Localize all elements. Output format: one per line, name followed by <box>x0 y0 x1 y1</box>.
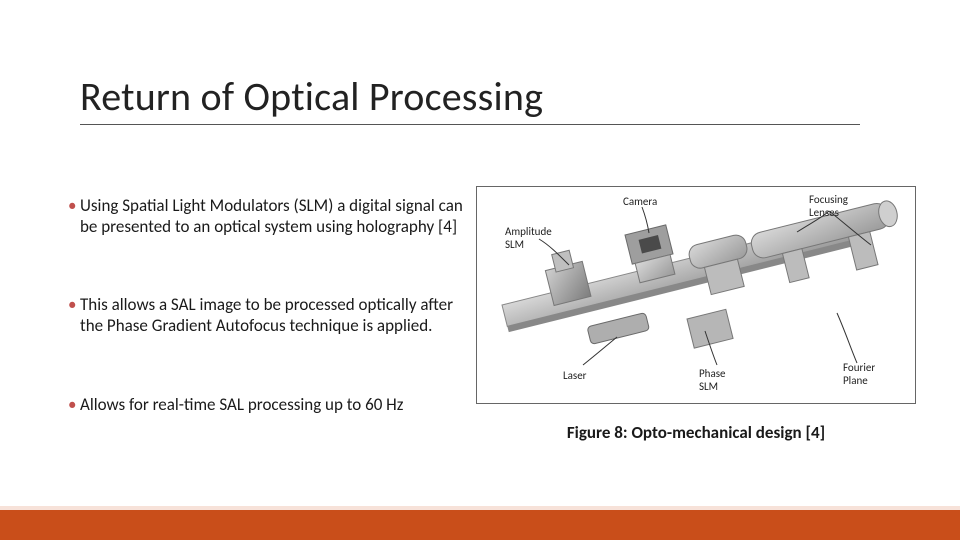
diagram-label: Camera <box>623 195 657 208</box>
slide-title: Return of Optical Processing <box>80 72 543 121</box>
diagram-label: Laser <box>563 369 587 382</box>
footer-accent-bar <box>0 510 960 540</box>
bullet-list: Using Spatial Light Modulators (SLM) a d… <box>68 196 468 474</box>
bullet-item: Using Spatial Light Modulators (SLM) a d… <box>68 196 468 237</box>
diagram-label: FourierPlane <box>843 361 875 387</box>
figure-diagram: AmplitudeSLM Camera FocusingLenses Laser… <box>476 186 916 404</box>
figure-caption: Figure 8: Opto-mechanical design [4] <box>476 422 916 443</box>
diagram-label: AmplitudeSLM <box>505 225 552 251</box>
title-divider <box>80 124 860 125</box>
figure-container: AmplitudeSLM Camera FocusingLenses Laser… <box>476 186 916 443</box>
bullet-item: This allows a SAL image to be processed … <box>68 295 468 336</box>
diagram-label: FocusingLenses <box>809 193 848 219</box>
diagram-label: PhaseSLM <box>699 367 726 393</box>
bullet-item: Allows for real-time SAL processing up t… <box>68 395 468 416</box>
